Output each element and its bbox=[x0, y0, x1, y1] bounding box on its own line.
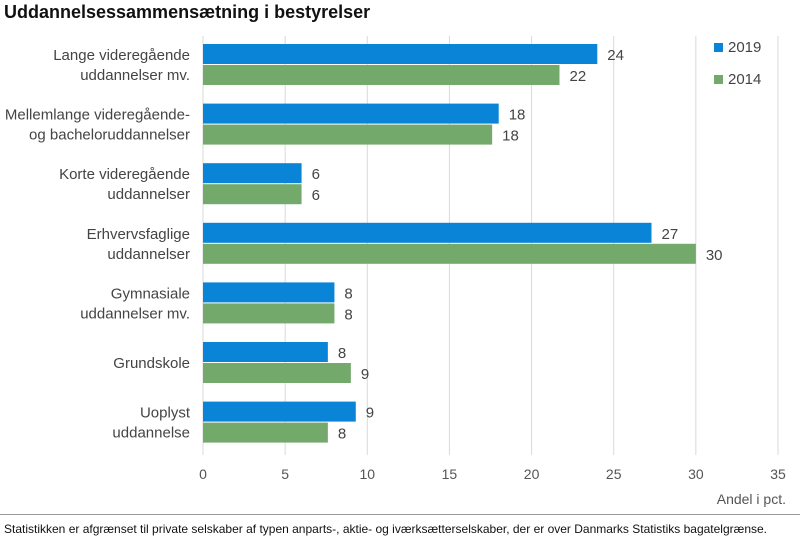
category-label: Lange videregående bbox=[53, 47, 190, 64]
category-label: uddannelser mv. bbox=[80, 67, 190, 84]
bar-2014-5 bbox=[203, 363, 351, 383]
chart-title: Uddannelsessammensætning i bestyrelser bbox=[4, 2, 371, 22]
x-tick-label: 5 bbox=[281, 466, 289, 482]
category-label: uddannelser mv. bbox=[80, 305, 190, 322]
value-label-2019-1: 18 bbox=[509, 107, 526, 124]
x-tick-label: 0 bbox=[199, 466, 207, 482]
value-label-2019-5: 8 bbox=[338, 345, 346, 362]
bar-2014-0 bbox=[203, 65, 560, 85]
bar-2014-4 bbox=[203, 303, 335, 324]
value-label-2014-2: 6 bbox=[312, 187, 320, 204]
value-label-2014-5: 9 bbox=[361, 366, 369, 383]
value-label-2019-3: 27 bbox=[662, 226, 679, 243]
legend: 2019 2014 bbox=[714, 39, 761, 88]
legend-label-2014: 2014 bbox=[728, 71, 761, 88]
x-tick-label: 35 bbox=[770, 466, 786, 482]
value-label-2014-1: 18 bbox=[502, 128, 519, 145]
bar-2019-4 bbox=[203, 282, 335, 303]
bar-2014-1 bbox=[203, 124, 493, 145]
bars bbox=[203, 44, 696, 443]
category-label: uddannelser bbox=[107, 186, 190, 203]
category-label: Korte videregående bbox=[59, 166, 190, 183]
value-label-2014-4: 8 bbox=[344, 306, 352, 323]
x-axis-label: Andel i pct. bbox=[717, 491, 786, 507]
value-label-2019-6: 9 bbox=[366, 405, 374, 422]
bar-2019-1 bbox=[203, 103, 499, 124]
value-label-2019-4: 8 bbox=[344, 285, 352, 302]
bar-2014-2 bbox=[203, 184, 302, 205]
value-label-2014-3: 30 bbox=[706, 247, 723, 264]
category-label: Mellemlange videregående- bbox=[5, 107, 190, 124]
category-label: Erhvervsfaglige bbox=[87, 226, 190, 243]
x-tick-label: 20 bbox=[524, 466, 540, 482]
category-label: uddannelser bbox=[107, 246, 190, 263]
bar-2019-2 bbox=[203, 163, 302, 184]
value-label-2019-2: 6 bbox=[312, 166, 320, 183]
value-label-2019-0: 24 bbox=[607, 47, 624, 64]
x-tick-label: 25 bbox=[606, 466, 622, 482]
category-labels: Lange videregående uddannelser mv. Melleml… bbox=[5, 47, 191, 442]
legend-swatch-2019 bbox=[714, 43, 723, 52]
category-label: Uoplyst bbox=[140, 405, 191, 422]
value-label-2014-6: 8 bbox=[338, 426, 346, 443]
category-label: uddannelse bbox=[112, 425, 190, 442]
legend-label-2019: 2019 bbox=[728, 39, 761, 56]
bar-2014-6 bbox=[203, 422, 328, 443]
category-label: Gymnasiale bbox=[111, 285, 190, 302]
category-label: Grundskole bbox=[113, 355, 190, 372]
x-tick-labels: 0 5 10 15 20 25 30 35 bbox=[199, 466, 786, 482]
category-label: og bacheloruddannelser bbox=[29, 127, 190, 144]
bar-2019-0 bbox=[203, 44, 598, 64]
bar-2014-3 bbox=[203, 243, 696, 264]
value-label-2014-0: 22 bbox=[570, 68, 587, 85]
footnote-divider bbox=[0, 514, 800, 515]
footnote: Statistikken er afgrænset til private se… bbox=[4, 522, 767, 536]
x-tick-label: 10 bbox=[359, 466, 375, 482]
bar-2019-3 bbox=[203, 222, 652, 243]
x-tick-label: 15 bbox=[442, 466, 458, 482]
bar-2019-6 bbox=[203, 401, 356, 422]
x-tick-label: 30 bbox=[688, 466, 704, 482]
bar-2019-5 bbox=[203, 342, 328, 362]
legend-swatch-2014 bbox=[714, 75, 723, 84]
